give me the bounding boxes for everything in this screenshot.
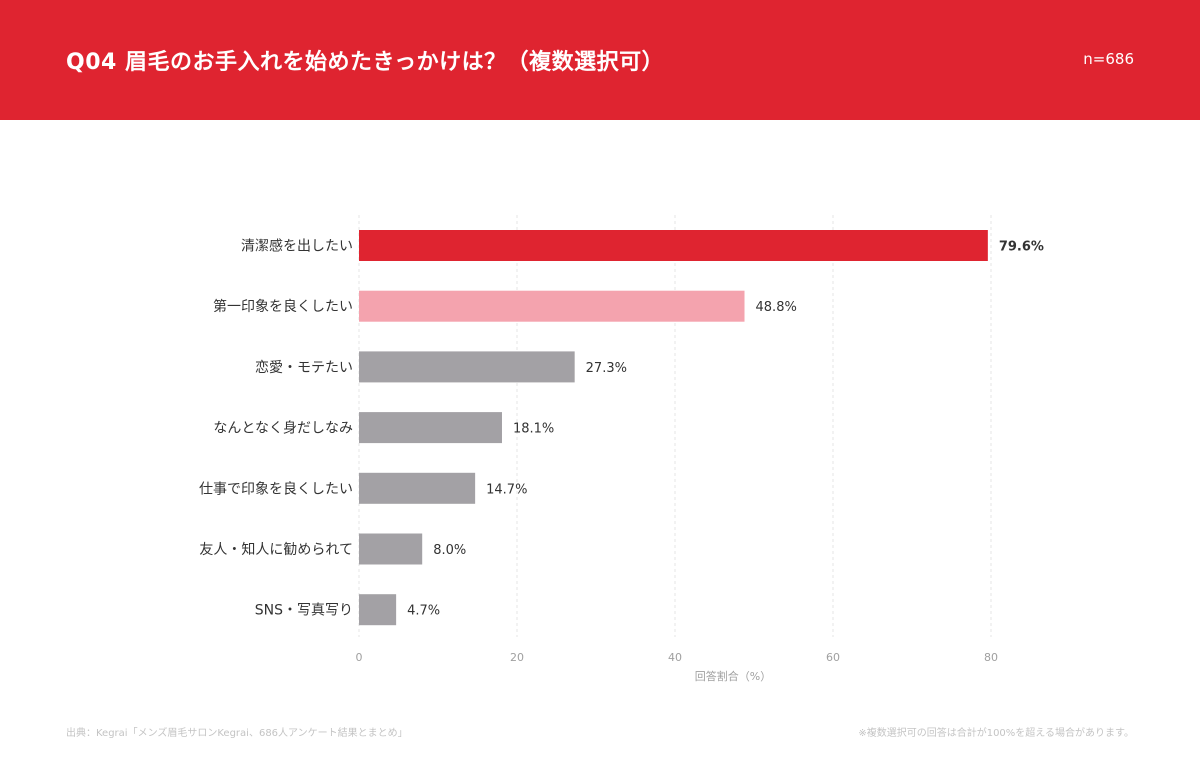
bar <box>359 594 397 626</box>
category-label: なんとなく身だしなみ <box>213 421 353 437</box>
bar-chart: 清潔感を出したい 79.6% 第一印象を良くしたい 48.8% 恋愛・モテたい 27.3%… <box>199 215 1044 683</box>
value-label: 4.7% <box>407 604 440 619</box>
category-label: SNS・写真写り <box>255 603 353 619</box>
value-label: 14.7% <box>486 482 527 497</box>
bars: 清潔感を出したい 79.6% 第一印象を良くしたい 48.8% 恋愛・モテたい 27.3%… <box>199 230 1044 626</box>
category-label: 仕事で印象を良くしたい <box>199 481 353 497</box>
value-label: 18.1% <box>513 422 554 437</box>
x-axis: 0 20 40 60 80 <box>356 651 999 664</box>
x-tick-label: 0 <box>356 651 363 664</box>
category-label: 恋愛・モテたい <box>255 359 353 376</box>
footnote: ※複数選択可の回答は合計が100%を超える場合があります。 <box>858 728 1134 739</box>
x-tick-label: 20 <box>510 651 524 664</box>
x-axis-title: 回答割合（%） <box>695 669 771 683</box>
x-tick-label: 60 <box>826 651 840 664</box>
bar <box>359 472 476 504</box>
bar <box>359 533 423 565</box>
x-tick-label: 40 <box>668 651 682 664</box>
bar <box>359 351 575 383</box>
source-note: 出典：Kegrai「メンズ眉毛サロンKegrai、686人アンケート結果とまとめ… <box>66 728 408 739</box>
bar <box>359 230 988 261</box>
x-tick-label: 80 <box>984 651 998 664</box>
value-label: 48.8% <box>756 300 797 315</box>
category-label: 清潔感を出したい <box>241 238 353 255</box>
bar <box>359 290 745 322</box>
value-label: 8.0% <box>433 543 466 558</box>
header-banner: Q04 眉毛のお手入れを始めたきっかけは？（複数選択可） n=686 <box>0 0 1200 120</box>
category-label: 友人・知人に勧められて <box>199 541 353 558</box>
sample-size-label: n=686 <box>1083 50 1134 68</box>
category-label: 第一印象を良くしたい <box>213 298 353 315</box>
bar <box>359 412 502 444</box>
value-label: 27.3% <box>586 361 627 376</box>
page-title: Q04 眉毛のお手入れを始めたきっかけは？（複数選択可） <box>66 50 665 75</box>
value-label: 79.6% <box>999 240 1044 255</box>
